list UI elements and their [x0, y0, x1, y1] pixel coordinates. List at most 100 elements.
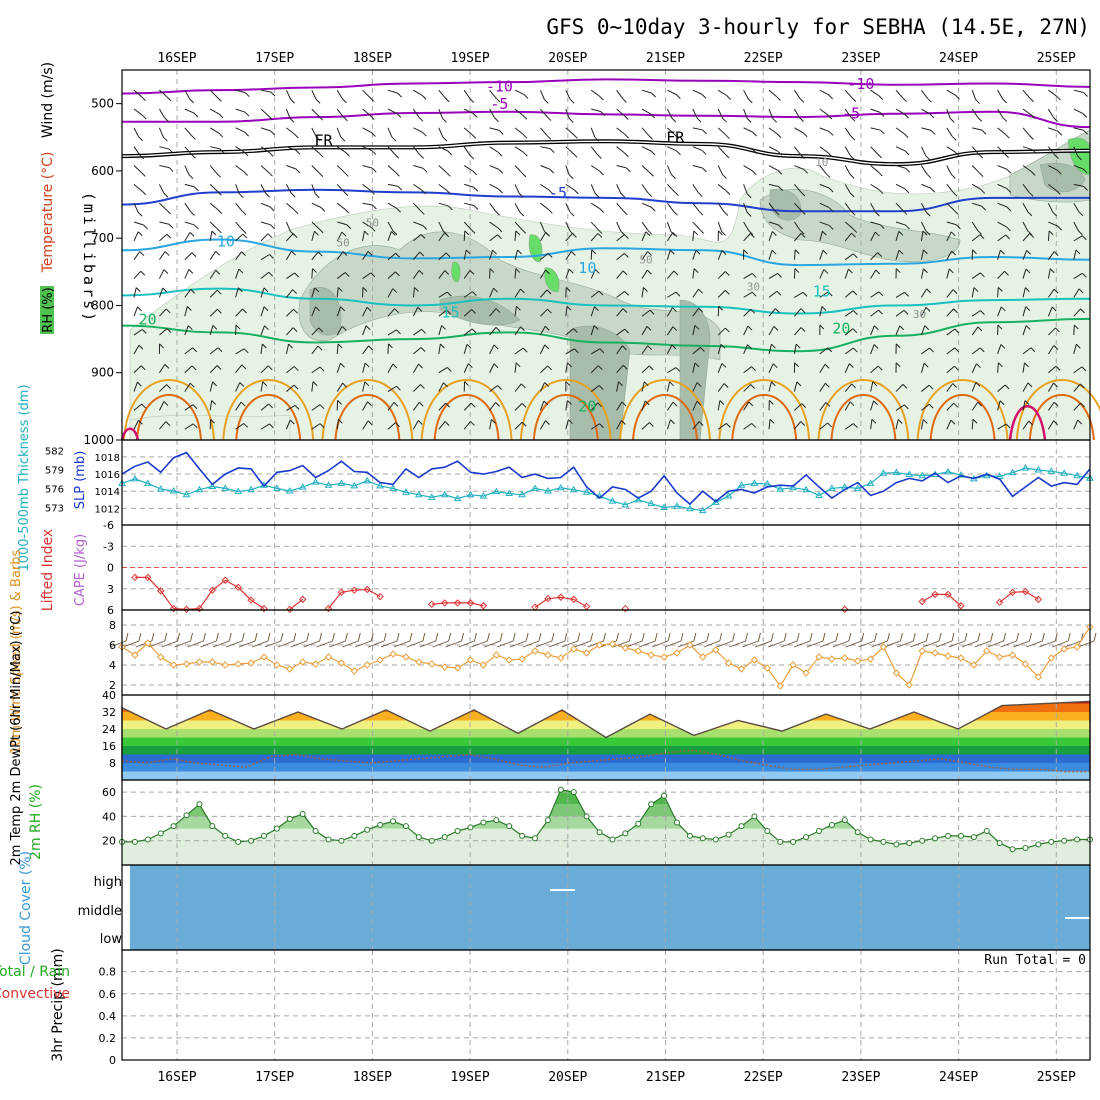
wind-barb [311, 89, 317, 100]
panel-frame [121, 609, 1091, 696]
wind-barb-flag [464, 381, 469, 386]
wind-barb-flag [318, 327, 324, 333]
wind-barb [1022, 420, 1030, 430]
surface-barb [961, 640, 978, 648]
wind-barb-flag [545, 232, 551, 237]
wind-barb [514, 89, 525, 95]
wind-barb [641, 326, 648, 336]
li-tick-label: 6 [107, 604, 114, 617]
wind-barb-flag [419, 251, 425, 257]
wind-barb-flag [364, 381, 370, 387]
wind-barb-flag [216, 96, 222, 102]
wind-barb [590, 146, 598, 155]
wind-barb-flag [950, 231, 956, 237]
wind-barb-flag [547, 253, 553, 258]
wind-barb [768, 165, 779, 171]
wind-barb [641, 251, 649, 260]
wind-barb-flag [414, 287, 419, 292]
wind-barb-flag [515, 268, 521, 273]
wind-barb [260, 423, 270, 430]
rh-point [286, 815, 293, 822]
rh-point [493, 817, 500, 824]
wind-barb [946, 365, 955, 374]
wind-barb [463, 89, 471, 99]
surface-barb [871, 640, 888, 648]
surface-barb-flag [977, 632, 981, 642]
wind-barb [743, 366, 752, 374]
wind-barb-flag [138, 419, 143, 425]
wind-barb [1073, 288, 1080, 298]
wind-barb [666, 419, 671, 430]
surface-barb [329, 640, 346, 648]
thickness-point [711, 498, 720, 505]
wind-barb-flag [748, 230, 754, 235]
surface-barb-flag [835, 632, 839, 642]
wind-barb [768, 419, 771, 430]
wind-barb-flag [1077, 155, 1082, 161]
wind-barb-flag [344, 272, 350, 277]
wind-barb-flag [743, 249, 748, 255]
surface-barb-flag [964, 632, 968, 642]
wind-barb-flag [571, 251, 576, 256]
wind-barb-flag [470, 402, 476, 408]
thickness-point [827, 484, 836, 491]
surface-barb [716, 640, 733, 648]
contour-label: 30 [747, 281, 760, 294]
wind-barb [997, 234, 1006, 242]
surface-barb [303, 640, 320, 648]
wind-barb-flag [724, 327, 730, 333]
wind-barb-flag [647, 251, 652, 256]
wind-barb [514, 146, 524, 153]
wind-barb [159, 233, 168, 242]
wind-barb [616, 308, 624, 317]
contour-label: -5 [549, 184, 567, 202]
surface-barb-flag [461, 632, 465, 642]
wind-barb [438, 382, 444, 392]
wind-barb [489, 250, 494, 260]
date-tick-top: 20SEP [548, 51, 587, 66]
wind-barb-flag [849, 363, 854, 368]
wind-barb [971, 272, 981, 279]
date-tick-top: 23SEP [841, 51, 880, 66]
wind-barb-flag [802, 292, 808, 297]
wind-barb-flag [498, 188, 503, 194]
wind-barb [565, 328, 574, 336]
wind-barb-flag [953, 402, 959, 408]
wind-barb [997, 423, 1007, 430]
wind-barb-flag [317, 251, 323, 257]
wind-barb-flag [902, 384, 908, 389]
wind-speed-point [789, 661, 797, 669]
wind-barb [793, 268, 796, 279]
rh-point [209, 823, 216, 830]
wind-barb-flag [850, 135, 856, 141]
wind-barb-flag [671, 117, 677, 123]
wind-speed-point [595, 641, 604, 649]
wind-barb-flag [393, 402, 399, 407]
surface-barb [419, 640, 436, 648]
wind-barb-flag [849, 173, 855, 179]
wind-barb [692, 382, 698, 392]
wind-barb [235, 423, 245, 430]
lifted-index-point [182, 605, 191, 613]
wind-barb [311, 404, 321, 411]
li-tick-label: -6 [103, 519, 114, 532]
wind-barb [285, 108, 291, 119]
wind-barb-flag [472, 170, 478, 176]
surface-barb-flag [164, 632, 168, 642]
wind-barb [540, 289, 548, 298]
wind-barb [565, 202, 571, 213]
wind-barb [387, 422, 396, 430]
isotherm-25-loop [123, 379, 215, 441]
wind-barb-flag [141, 190, 147, 196]
wind-barb-flag [1024, 400, 1030, 405]
wind-barb-flag [751, 273, 757, 278]
surface-barb-flag [641, 632, 645, 642]
li-tick-label: 0 [107, 562, 114, 575]
wind-barb [311, 184, 316, 194]
wind-speed-point [350, 667, 359, 675]
wind-barb-flag [370, 190, 375, 195]
wind-barb [514, 306, 517, 317]
wind-barb [184, 165, 190, 175]
wind-barb [1047, 382, 1054, 392]
rh-point [402, 823, 409, 830]
